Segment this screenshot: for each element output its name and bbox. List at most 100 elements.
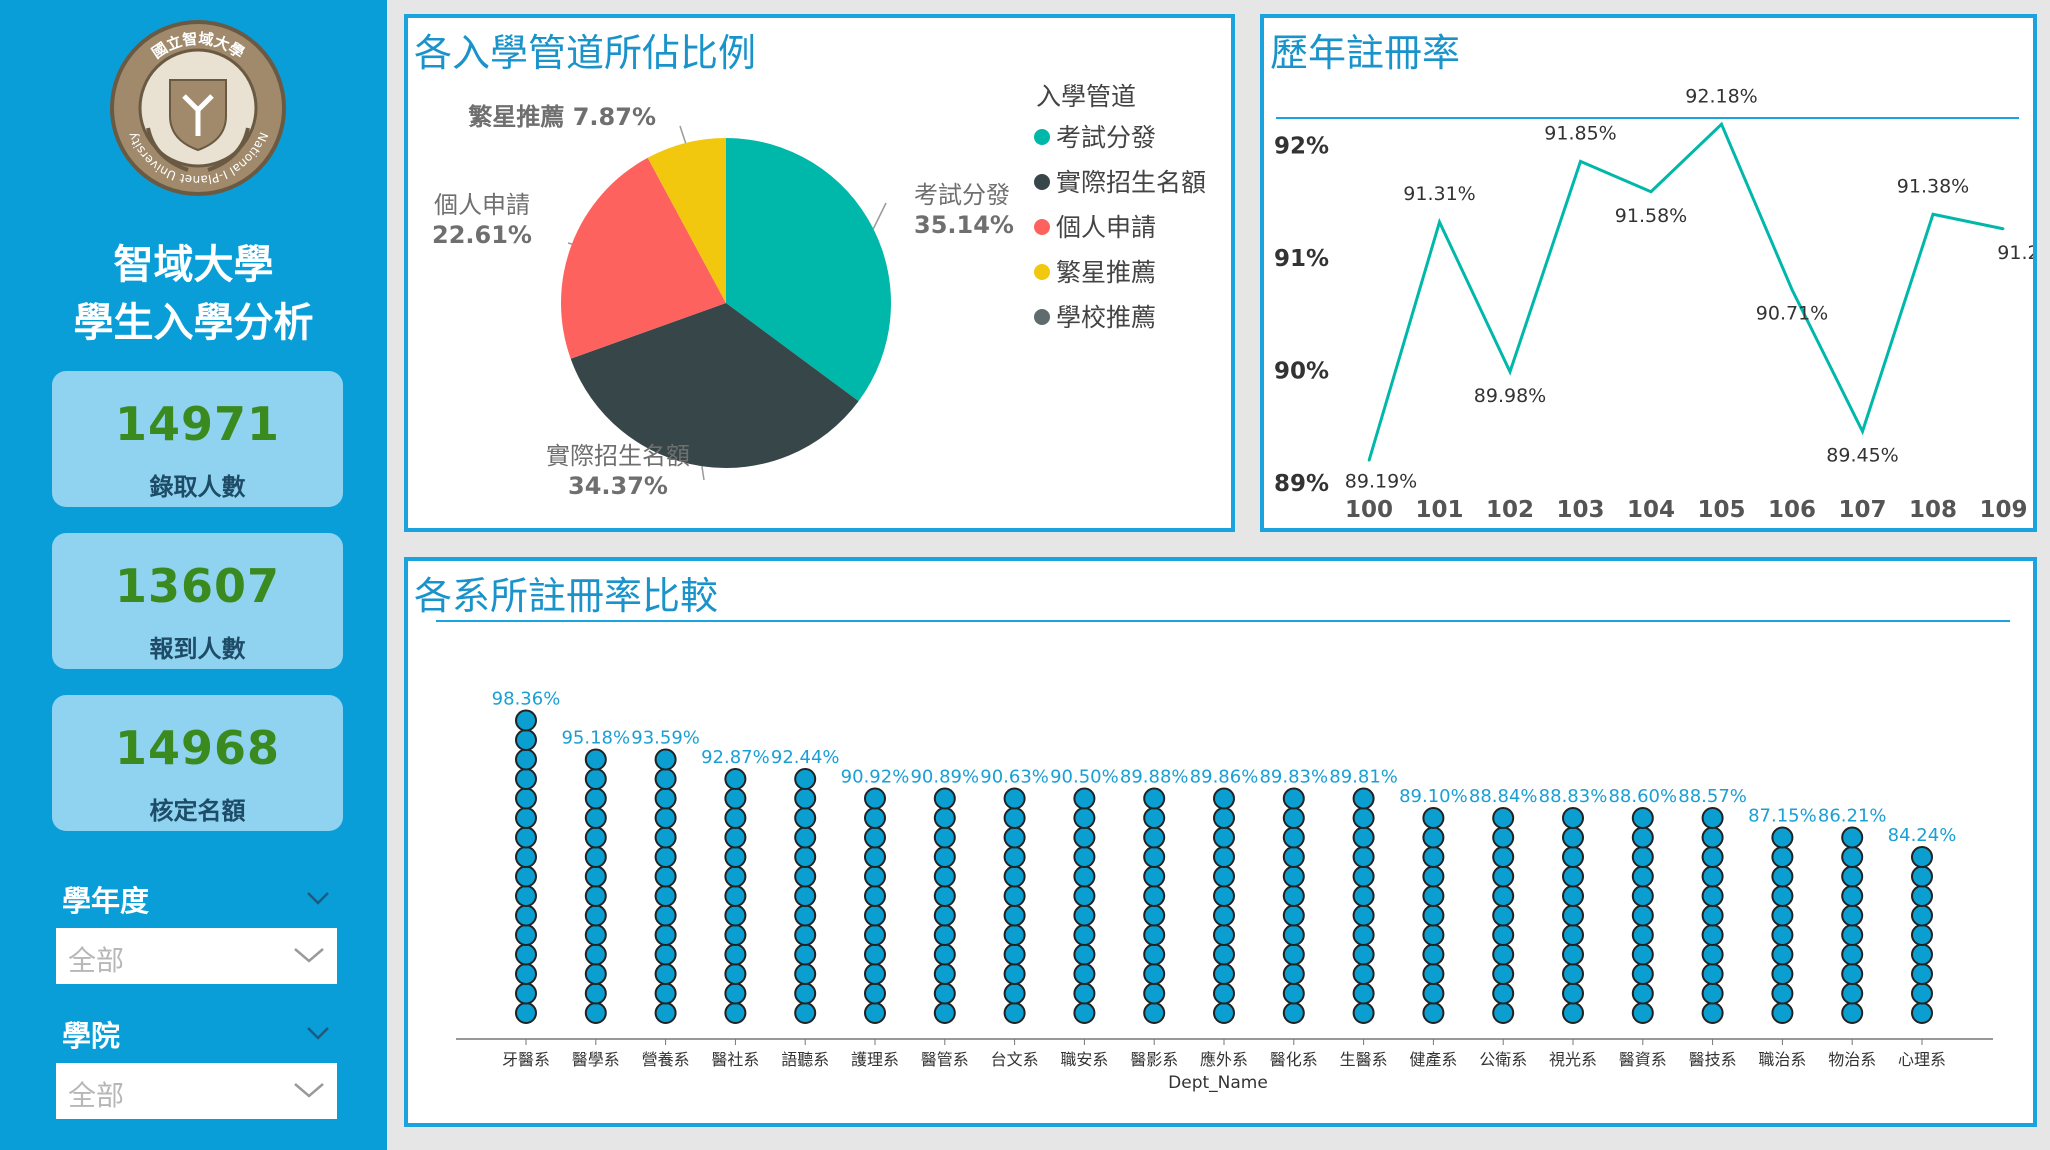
dept-dot [1562,1002,1584,1024]
dept-x-label: 護理系 [851,1050,899,1069]
dept-x-label: 醫管系 [921,1050,969,1069]
dept-dot [1213,846,1235,868]
dept-dot [1771,963,1794,985]
dept-dot [515,787,537,810]
dept-dot [1771,885,1794,907]
line-point [2002,227,2005,230]
dept-dot [1422,826,1445,849]
chevron-down-icon[interactable] [306,890,330,906]
chevron-down-icon [294,948,324,963]
line-data-label: 91.31% [1403,183,1475,205]
dept-dot [794,846,817,868]
chevron-down-icon[interactable] [306,1025,330,1041]
dept-dot [1492,807,1515,829]
dept-dot [1841,865,1864,888]
dept-dot [1352,807,1375,829]
dept-dot [933,807,956,829]
line-data-label: 91.58% [1615,205,1687,227]
dept-dot [1841,924,1864,946]
dept-x-label: 語聽系 [781,1050,829,1069]
y-tick-label: 92% [1274,134,1329,160]
dept-dot [724,924,747,946]
dept-dot [1143,943,1166,966]
dept-dot [1143,846,1166,868]
dept-dot [864,924,886,946]
dept-dot [1073,1002,1096,1024]
line-point [1579,160,1582,163]
dept-dot [1631,982,1654,1005]
legend-swatch [1034,219,1050,235]
dept-dot [1631,865,1654,888]
dept-dot [794,826,817,849]
kpi-card-quota: 14968 核定名額 [52,695,343,831]
dept-dot [1282,807,1305,829]
dept-chart-panel: 各系所註冊率比較 98.36% 牙醫系 95.18% 醫學系 93.59% 營養系 92.8… [404,557,2037,1127]
x-tick-label: 109 [1979,497,2027,523]
line-point [1720,123,1723,126]
filter-year-dropdown[interactable]: 全部 [56,928,337,984]
dept-data-label: 88.60% [1608,786,1677,807]
y-tick-label: 90% [1274,359,1329,385]
pie-data-label: 繁星推薦 7.87% [468,103,656,131]
pie-slice [570,303,859,468]
dept-dot [1631,826,1654,849]
dept-dot [1213,787,1235,810]
dept-dot [1422,904,1445,927]
dept-dot [794,787,817,810]
sidebar-title-line1: 智域大學 [113,242,274,288]
line-point [1650,190,1652,193]
line-point [1791,288,1793,291]
dept-data-label: 92.87% [701,747,770,768]
dept-dot [933,846,956,868]
dept-dot [1631,904,1654,927]
dept-dot [724,1002,747,1024]
dept-dot [654,768,677,790]
dept-dot [1003,1002,1026,1024]
dept-dot [1911,846,1933,868]
y-tick-label: 91% [1274,246,1329,272]
dept-x-label: 公衛系 [1479,1050,1527,1069]
dept-dot [1841,826,1864,849]
dept-dot [1282,1002,1305,1024]
dept-dot [1911,885,1933,907]
kpi-label: 錄取人數 [149,473,246,501]
dept-dot [1771,846,1794,868]
dept-dot [654,943,677,966]
dept-dot [864,904,886,927]
dept-dot [794,1002,817,1024]
dept-dot [1282,885,1305,907]
dept-dot [1282,826,1305,849]
line-point [1438,221,1441,224]
dept-dot [1422,846,1445,868]
x-tick-label: 100 [1345,497,1393,523]
dept-dot [1282,963,1305,985]
dept-dot [1073,846,1096,868]
dept-data-label: 95.18% [561,728,630,749]
dept-dot [1143,1002,1166,1024]
dept-x-label: 營養系 [642,1050,690,1069]
dept-dot [1213,807,1235,829]
dept-dot [1003,807,1026,829]
dept-dot [515,943,537,966]
line-data-label: 91.38% [1897,175,1969,197]
dept-dot [584,865,607,888]
dept-data-label: 90.50% [1050,767,1119,788]
pie-label-value: 35.14% [914,211,1014,239]
dept-dot [1562,846,1584,868]
dept-x-label: 醫社系 [711,1050,759,1069]
dept-dot [794,963,817,985]
dept-dot [933,885,956,907]
dept-dot [1282,943,1305,966]
dept-dot [1213,924,1235,946]
dept-dot [1422,807,1445,829]
filter-college-dropdown[interactable]: 全部 [56,1063,337,1119]
dept-dot [1562,924,1584,946]
dept-dot [1911,982,1933,1005]
dept-data-label: 93.59% [631,728,700,749]
dept-dot [1841,963,1864,985]
dept-dot [933,865,956,888]
dept-dot [864,982,886,1005]
dept-dot [724,885,747,907]
dept-dot [1562,807,1584,829]
dept-dot [1073,904,1096,927]
